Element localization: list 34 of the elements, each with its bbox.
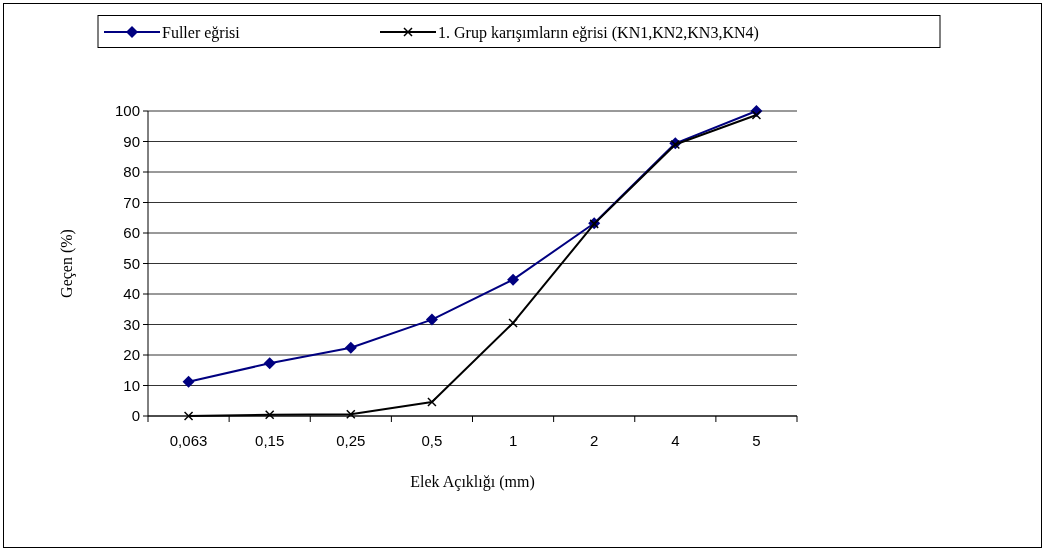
legend-label: Fuller eğrisi — [162, 23, 241, 42]
x-tick-label: 0,15 — [255, 432, 285, 449]
point — [425, 313, 438, 326]
y-tick-label: 70 — [123, 193, 140, 211]
legend-label: 1. Grup karışımların eğrisi (KN1,KN2,KN3,KN4) — [438, 23, 759, 42]
point — [508, 318, 518, 328]
y-tick-label: 90 — [123, 132, 140, 150]
point — [183, 411, 194, 421]
x-tick-label: 0,25 — [336, 432, 366, 449]
y-tick-label: 0 — [131, 407, 140, 425]
x-tick-label: 2 — [590, 432, 599, 449]
point — [751, 110, 762, 120]
y-tick-label: 10 — [123, 376, 140, 394]
x-tick-label: 1 — [508, 432, 518, 449]
y-tick-label: 100 — [114, 102, 140, 120]
point — [182, 375, 195, 388]
y-tick-label: 60 — [123, 224, 140, 242]
y-tick-label: 80 — [123, 163, 140, 181]
x-axis-title: Elek Açıklığı (mm) — [410, 473, 535, 491]
point — [344, 341, 357, 354]
point — [263, 357, 276, 370]
point — [264, 410, 275, 420]
point — [346, 409, 356, 419]
x-tick-label: 0,5 — [421, 432, 443, 449]
y-tick-label: 20 — [123, 346, 140, 364]
point — [507, 273, 520, 286]
y-tick-label: 50 — [123, 254, 140, 272]
y-tick-label: 40 — [123, 285, 140, 303]
point — [427, 397, 437, 407]
x-tick-label: 4 — [671, 432, 680, 449]
x-tick-label: 0,063 — [169, 432, 208, 449]
y-axis-title: Geçen (%) — [58, 229, 76, 298]
x-tick-label: 5 — [752, 432, 761, 449]
y-tick-label: 30 — [123, 315, 140, 333]
